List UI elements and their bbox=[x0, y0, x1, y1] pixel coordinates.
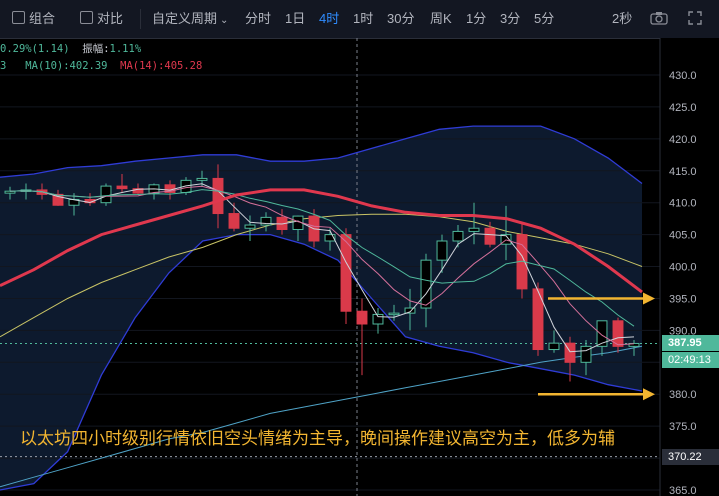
grid-icon bbox=[12, 11, 25, 24]
toolbar: 组合 对比 自定义周期 ⌄ 分时 1日 4时 1时 30分 周K 1分 3分 5分… bbox=[0, 0, 719, 39]
amplitude-value: 1.11% bbox=[109, 43, 142, 55]
candle-body bbox=[452, 230, 464, 242]
bollinger-upper-line bbox=[0, 125, 643, 185]
candle-body bbox=[228, 213, 240, 229]
period-tab-1m[interactable]: 1分 bbox=[466, 11, 487, 26]
divider bbox=[140, 9, 141, 29]
candle-body bbox=[244, 224, 256, 229]
change-value: 0.29%(1.14) bbox=[0, 43, 70, 55]
period-tab-1h[interactable]: 1时 bbox=[353, 11, 374, 26]
price-tick-label: 395.0 bbox=[669, 293, 697, 305]
bollinger-lower-line bbox=[0, 233, 643, 491]
price-tick-label: 400.0 bbox=[669, 262, 697, 274]
candle-body bbox=[564, 342, 576, 363]
price-tick-label: 390.0 bbox=[669, 325, 697, 337]
crosshair-price-badge: 370.22 bbox=[662, 448, 719, 465]
long-ma-line bbox=[0, 345, 643, 488]
candle-body bbox=[532, 288, 544, 351]
candle-body bbox=[628, 342, 640, 347]
period-tab-week[interactable]: 周K bbox=[430, 11, 452, 26]
price-tick-label: 375.0 bbox=[669, 421, 697, 433]
ma10-value: MA(10):402.39 bbox=[25, 60, 108, 72]
series-prefix: 3 bbox=[0, 60, 7, 72]
ma-main-line bbox=[0, 188, 643, 294]
annotation-caption: 以太坊四小时级别行情依旧空头情绪为主导，晚间操作建议高空为主，低多为辅 bbox=[20, 429, 615, 448]
price-tick-label: 430.0 bbox=[669, 70, 697, 82]
candle-body bbox=[420, 259, 432, 309]
custom-period-dropdown[interactable]: 自定义周期 ⌄ bbox=[152, 0, 228, 38]
ma-medium-line bbox=[9, 185, 635, 346]
candle-body bbox=[196, 177, 208, 181]
candle-body bbox=[100, 185, 112, 204]
period-tab-5m[interactable]: 5分 bbox=[534, 11, 555, 26]
current-price-badge: 387.95 bbox=[662, 335, 719, 352]
ma-short-line bbox=[9, 183, 635, 353]
price-tick-label: 365.0 bbox=[669, 485, 697, 496]
candle-body bbox=[372, 313, 384, 325]
candle-body bbox=[260, 216, 272, 226]
price-tick-label: 420.0 bbox=[669, 134, 697, 146]
price-tick-label: 415.0 bbox=[669, 166, 697, 178]
countdown-badge: 02:49:13 bbox=[662, 352, 719, 369]
price-axis-background bbox=[660, 38, 719, 496]
chart-compare-icon bbox=[80, 11, 93, 24]
custom-period-label: 自定义周期 bbox=[152, 11, 218, 26]
period-tab-timeshare[interactable]: 分时 bbox=[245, 11, 272, 26]
candle-body bbox=[468, 227, 480, 232]
ma-teal-line bbox=[9, 189, 635, 327]
candle-body bbox=[52, 193, 64, 206]
candle-body bbox=[404, 307, 416, 314]
annotation-arrow-head bbox=[643, 292, 655, 305]
camera-icon[interactable] bbox=[650, 0, 668, 38]
info-row-2: 3 MA(10):402.39 MA(14):405.28 bbox=[0, 60, 202, 72]
price-tick-label: 405.0 bbox=[669, 230, 697, 242]
candle-body bbox=[548, 342, 560, 351]
amplitude-label: 振幅: bbox=[82, 43, 110, 55]
candle-body bbox=[388, 312, 400, 316]
combine-label: 组合 bbox=[29, 11, 56, 26]
period-tab-30m[interactable]: 30分 bbox=[387, 11, 415, 26]
candle-body bbox=[132, 188, 144, 194]
price-tick-label: 410.0 bbox=[669, 198, 697, 210]
chevron-down-icon: ⌄ bbox=[220, 15, 229, 26]
fullscreen-icon[interactable] bbox=[688, 0, 702, 38]
candlestick-chart[interactable]: 365.0370.0375.0380.0385.0390.0395.0400.0… bbox=[0, 38, 719, 496]
combine-button[interactable]: 组合 bbox=[12, 0, 55, 38]
candle-body bbox=[596, 320, 608, 347]
candle-body bbox=[612, 320, 624, 347]
ma14-value: MA(14):405.28 bbox=[120, 60, 203, 72]
candle-body bbox=[436, 240, 448, 261]
price-tick-label: 380.0 bbox=[669, 389, 697, 401]
period-tab-1d[interactable]: 1日 bbox=[285, 11, 306, 26]
candle-body bbox=[356, 310, 368, 325]
info-row-1: 0.29%(1.14) 振幅:1.11% bbox=[0, 41, 141, 56]
annotation-arrow-head bbox=[643, 388, 655, 401]
candle-body bbox=[580, 345, 592, 363]
candle-body bbox=[484, 227, 496, 245]
refresh-interval[interactable]: 2秒 bbox=[612, 11, 633, 26]
price-tick-label: 425.0 bbox=[669, 102, 697, 114]
compare-label: 对比 bbox=[97, 11, 124, 26]
candle-body bbox=[212, 177, 224, 215]
period-tab-3m[interactable]: 3分 bbox=[500, 11, 521, 26]
candle-body bbox=[324, 234, 336, 242]
candle-body bbox=[116, 185, 128, 190]
period-tab-4h[interactable]: 4时 bbox=[319, 11, 340, 26]
compare-button[interactable]: 对比 bbox=[80, 0, 123, 38]
